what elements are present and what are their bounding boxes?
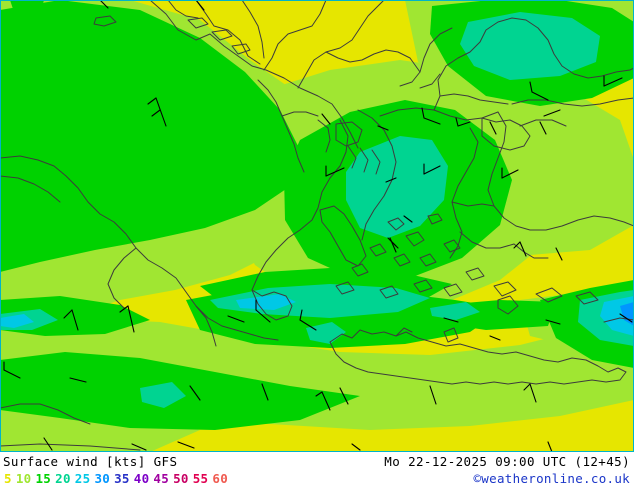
wind-barb [489,335,501,341]
scale-tick-25: 25 [74,471,91,486]
wind-band-20-25 [0,12,634,408]
wind-barb [429,385,437,405]
wind-barb [403,215,413,223]
wind-barb [489,121,497,135]
wind-barb [147,97,167,127]
wind-barb [523,383,537,403]
scale-tick-20: 20 [55,471,71,486]
wind-barb [603,75,623,87]
wind-barb [443,317,459,323]
weather-map-panel[interactable] [0,0,634,452]
wind-barb [189,385,201,401]
wind-barb [385,177,397,183]
scale-tick-30: 30 [94,471,111,486]
scale-tick-55: 55 [192,471,209,486]
wind-barb [545,319,561,325]
wind-barb [501,167,519,179]
wind-barb [3,361,21,379]
map-footer: Surface wind [kts] GFS 5 10 15 20 25 30 … [0,452,634,490]
wind-band-25-30 [0,294,634,336]
surface-wind-map[interactable] [0,0,634,452]
wind-barbs [3,0,633,452]
wind-barb [131,443,147,451]
wind-barb [177,441,195,449]
wind-barb [339,387,349,405]
wind-barb [543,109,561,117]
wind-barb [455,117,471,127]
scale-tick-60: 60 [212,471,229,486]
wind-barb [377,125,389,131]
wind-barb [195,0,205,11]
wind-barb [69,377,87,383]
wind-barb [63,309,79,331]
wind-barb [325,165,345,177]
wind-barb [119,305,135,333]
wind-barb [547,441,553,452]
wind-barb [261,383,269,401]
wind-barb [389,237,397,253]
wind-barb [227,315,245,323]
coastlines [0,0,634,451]
scale-tick-35: 35 [114,471,130,486]
wind-barb [43,437,53,451]
scale-tick-5: 5 [4,471,12,486]
wind-barb [555,247,563,261]
wind-scale-legend: 5 10 15 20 25 30 35 40 45 50 55 60 [4,471,232,486]
copyright-credit: ©weatheronline.co.uk [473,471,630,486]
scale-tick-45: 45 [153,471,170,486]
scale-tick-15: 15 [35,471,52,486]
wind-barb [539,121,547,135]
valid-time-stamp: Mo 22-12-2025 09:00 UTC (12+45) [384,454,630,469]
wind-barb [321,113,331,125]
wind-barb [99,0,109,9]
wind-barb [315,391,331,411]
scale-tick-40: 40 [133,471,150,486]
scale-tick-50: 50 [173,471,189,486]
wind-barb [255,299,271,323]
wind-barb [529,81,549,101]
scale-tick-10: 10 [15,471,32,486]
wind-barb [351,443,361,451]
wind-barb [299,309,317,331]
wind-barb [619,313,633,323]
footer-title: Surface wind [kts] GFS [3,454,178,469]
wind-barb [421,107,441,125]
wind-barb [513,241,527,257]
wind-barb [423,163,441,175]
